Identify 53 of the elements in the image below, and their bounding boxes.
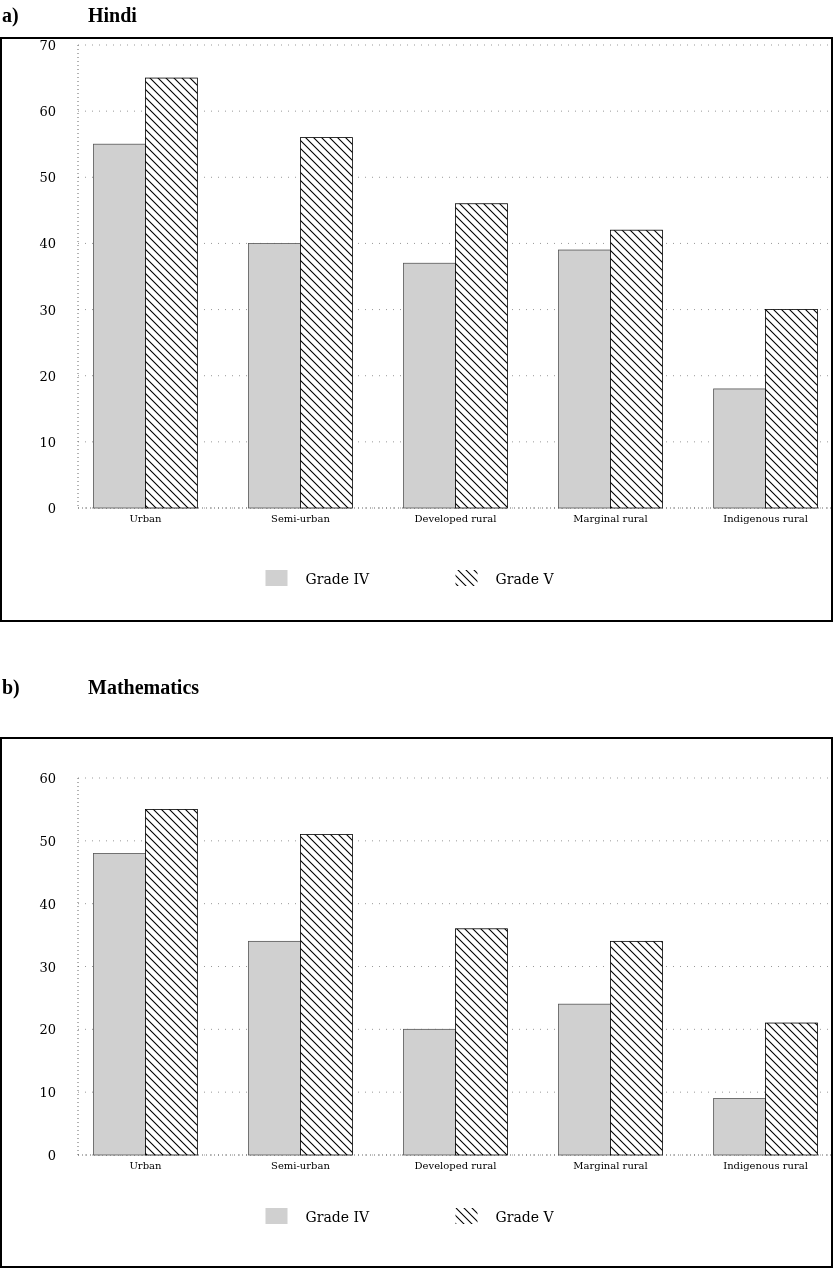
bar: [145, 809, 198, 1156]
y-tick-label: 50: [39, 170, 56, 186]
x-tick-label: Indigenous rural: [723, 513, 808, 524]
chart-title: Hindi: [88, 4, 138, 26]
bar: [713, 388, 766, 509]
legend-label: Grade V: [495, 1209, 555, 1225]
x-tick-label: Semi-urban: [271, 1160, 331, 1171]
y-tick-label: 40: [39, 896, 56, 912]
legend-label: Grade IV: [305, 1209, 370, 1225]
x-tick-label: Urban: [129, 513, 162, 524]
x-tick-label: Semi-urban: [271, 513, 331, 524]
y-tick-label: 70: [39, 38, 56, 53]
bar: [403, 1028, 456, 1156]
y-tick-label: 0: [47, 501, 56, 516]
x-tick-label: Urban: [129, 1160, 162, 1171]
bar: [610, 940, 663, 1156]
bar: [93, 143, 146, 509]
bar: [765, 1022, 818, 1156]
y-tick-label: 50: [39, 833, 56, 849]
bar: [455, 928, 508, 1156]
text: b): [2, 676, 20, 699]
bar: [558, 1003, 611, 1156]
bar: [248, 243, 301, 509]
x-tick-label: Marginal rural: [573, 1160, 648, 1171]
bar: [558, 249, 611, 509]
y-tick-label: 40: [39, 236, 56, 252]
chart-title: Mathematics: [88, 676, 200, 698]
x-tick-label: Developed rural: [414, 513, 497, 524]
y-tick-label: 30: [39, 959, 56, 975]
bar: [248, 940, 301, 1156]
bar: [765, 309, 818, 509]
text: a): [2, 4, 19, 27]
y-tick-label: 60: [39, 104, 56, 120]
y-tick-label: 10: [39, 434, 56, 450]
bar: [455, 203, 508, 509]
y-tick-label: 20: [39, 1022, 56, 1038]
y-tick-label: 10: [39, 1085, 56, 1101]
x-tick-label: Indigenous rural: [723, 1160, 808, 1171]
y-tick-label: 60: [39, 771, 56, 786]
bar: [300, 834, 353, 1156]
bar: [610, 229, 663, 509]
legend-label: Grade V: [495, 571, 555, 587]
bar: [145, 77, 198, 509]
y-tick-label: 0: [47, 1148, 56, 1163]
legend-label: Grade IV: [305, 571, 370, 587]
bar: [713, 1098, 766, 1156]
y-tick-label: 20: [39, 368, 56, 384]
x-tick-label: Developed rural: [414, 1160, 497, 1171]
bar: [300, 137, 353, 509]
x-tick-label: Marginal rural: [573, 513, 648, 524]
bar: [93, 853, 146, 1156]
y-tick-label: 30: [39, 302, 56, 318]
bar: [403, 262, 456, 509]
